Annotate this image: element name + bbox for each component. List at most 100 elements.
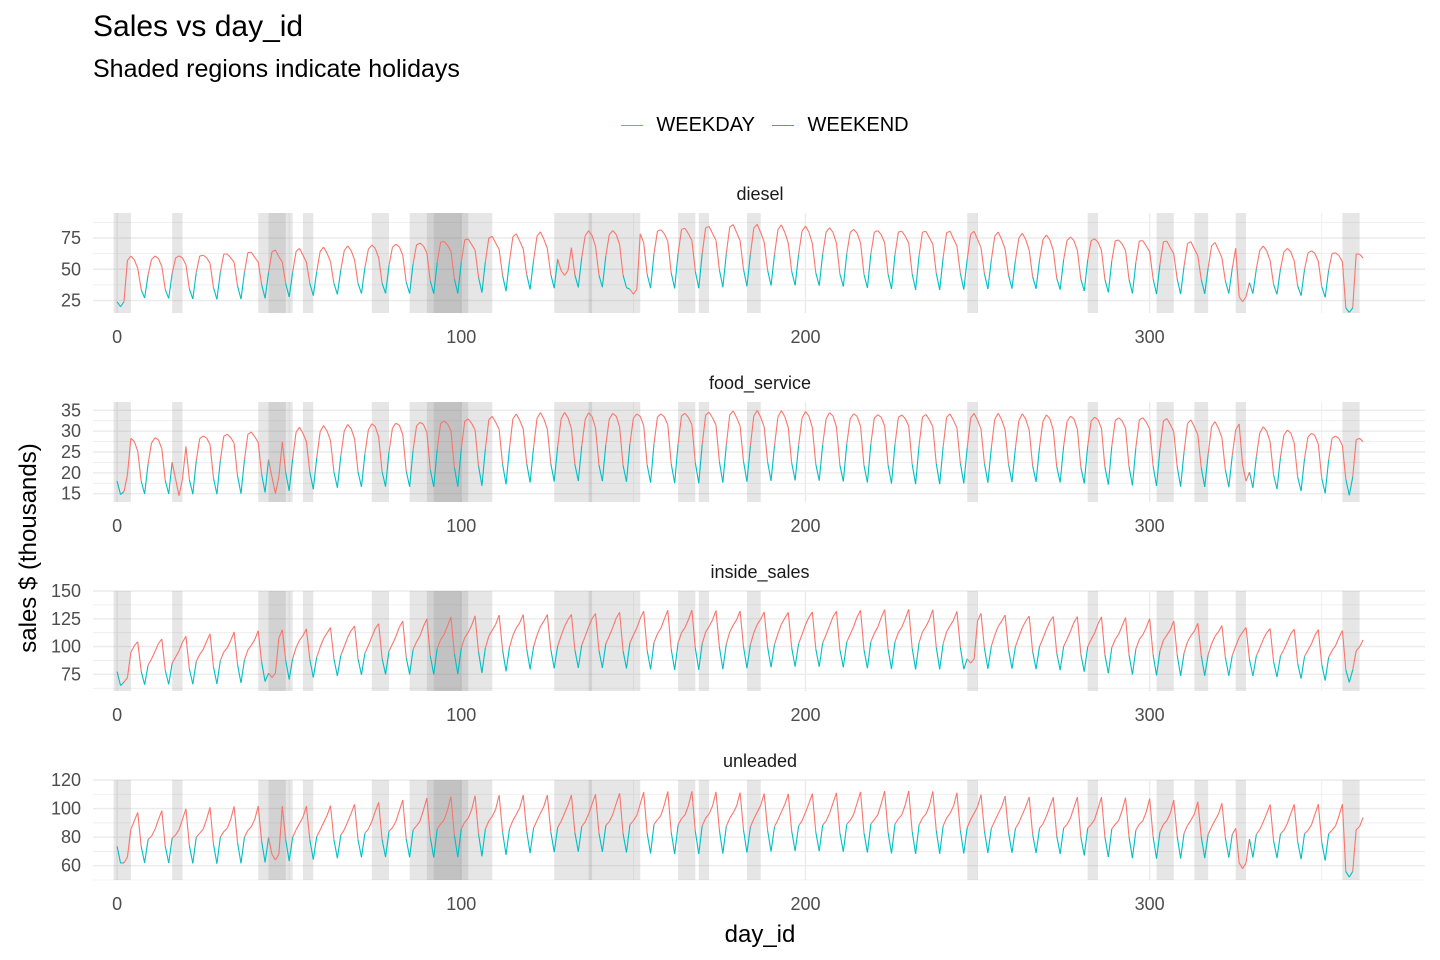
holiday-region (302, 780, 314, 880)
holiday-region (113, 780, 131, 880)
weekday-line-segment (1245, 472, 1250, 482)
weekday-line-segment (897, 626, 903, 633)
weekday-line-segment (629, 820, 634, 826)
weekend-line-segment (192, 460, 197, 495)
weekday-line-segment (161, 638, 166, 671)
weekend-line-segment (144, 464, 149, 495)
weekday-line-segment (147, 259, 153, 276)
weekday-line-segment (371, 811, 376, 822)
weekend-line-segment (429, 837, 435, 858)
weekday-line-segment (123, 856, 128, 864)
weekend-line-segment (1321, 664, 1326, 681)
weekend-line-segment (240, 459, 245, 494)
weekend-line-segment (1324, 833, 1330, 861)
weekday-line-segment (233, 262, 239, 287)
weekend-line-segment (240, 837, 245, 864)
weekday-line-segment (1193, 426, 1199, 435)
weekday-line-segment (877, 803, 882, 816)
weekday-line-segment (908, 243, 913, 274)
weekend-line-segment (1035, 447, 1041, 482)
weekday-line-segment (787, 612, 793, 648)
weekend-line-segment (1011, 646, 1016, 669)
weekday-line-segment (151, 651, 156, 660)
weekday-line-segment (1042, 414, 1047, 422)
weekend-line-segment (405, 838, 411, 858)
weekday-line-segment (126, 652, 132, 678)
weekend-line-segment (1321, 286, 1326, 298)
weekday-line-segment (763, 242, 769, 271)
weekday-line-segment (295, 247, 300, 252)
weekday-line-segment (567, 794, 572, 806)
weekend-line-segment (911, 648, 917, 670)
weekend-line-segment (216, 460, 221, 495)
weekend-line-segment (987, 259, 992, 290)
weekday-line-segment (859, 610, 865, 650)
weekday-line-segment (199, 435, 204, 440)
weekday-line-segment (918, 817, 923, 826)
weekday-line-segment (515, 233, 521, 242)
holiday-region (258, 780, 286, 880)
weekend-line-segment (312, 457, 318, 490)
weekday-line-segment (267, 459, 273, 478)
weekend-line-segment (264, 837, 270, 863)
weekday-line-segment (684, 805, 689, 816)
y-tick-label: 100 (51, 799, 81, 819)
weekend-line-segment (237, 842, 242, 864)
weekend-line-segment (1345, 479, 1350, 496)
weekend-line-segment (674, 642, 679, 670)
holiday-region (629, 591, 641, 691)
weekend-line-segment (1297, 663, 1302, 679)
weekend-line-segment (1056, 652, 1061, 671)
weekday-line-segment (908, 790, 913, 832)
weekday-line-segment (1173, 800, 1178, 837)
weekday-line-segment (877, 617, 882, 628)
weekday-line-segment (1100, 250, 1106, 280)
weekend-line-segment (1107, 260, 1113, 293)
weekday-line-segment (980, 247, 985, 274)
weekday-line-segment (1314, 803, 1319, 815)
weekday-line-segment (543, 239, 548, 249)
weekday-line-segment (880, 234, 886, 243)
weekday-line-segment (681, 412, 686, 417)
weekday-line-segment (898, 414, 903, 418)
weekday-line-segment (1087, 240, 1092, 261)
holiday-region (258, 591, 286, 691)
weekday-line-segment (316, 251, 321, 272)
weekday-line-segment (412, 825, 417, 831)
weekday-line-segment (1114, 820, 1120, 825)
weekend-line-segment (842, 824, 848, 852)
weekend-line-segment (694, 648, 700, 670)
weekday-line-segment (1001, 614, 1006, 622)
weekday-line-segment (185, 636, 190, 669)
weekday-line-segment (956, 427, 961, 464)
weekend-line-segment (1224, 280, 1230, 294)
weekend-line-segment (409, 450, 414, 487)
weekday-line-segment (870, 633, 875, 642)
weekday-line-segment (185, 264, 190, 289)
weekend-line-segment (887, 648, 893, 670)
weekend-line-segment (529, 260, 535, 290)
weekend-line-segment (1224, 837, 1230, 858)
weekday-line-segment (970, 413, 975, 419)
weekday-line-segment (636, 413, 641, 417)
weekday-line-segment (178, 642, 183, 652)
weekend-line-segment (1128, 654, 1133, 675)
weekday-line-segment (725, 414, 731, 446)
weekday-line-segment (1311, 432, 1316, 436)
weekday-line-segment (835, 611, 841, 650)
weekday-line-segment (756, 224, 762, 233)
holiday-region (1342, 591, 1360, 691)
weekday-line-segment (447, 423, 452, 432)
weekday-line-segment (250, 431, 256, 438)
weekday-line-segment (354, 625, 359, 659)
weekday-line-segment (171, 834, 176, 839)
weekend-line-segment (1200, 279, 1206, 294)
weekend-line-segment (574, 464, 579, 482)
holiday-region (1342, 402, 1360, 502)
weekday-line-segment (206, 633, 211, 642)
weekday-line-segment (199, 254, 204, 257)
weekday-line-segment (1169, 424, 1175, 432)
weekend-line-segment (1180, 451, 1185, 487)
holiday-region (268, 402, 283, 502)
weekday-line-segment (488, 415, 493, 421)
